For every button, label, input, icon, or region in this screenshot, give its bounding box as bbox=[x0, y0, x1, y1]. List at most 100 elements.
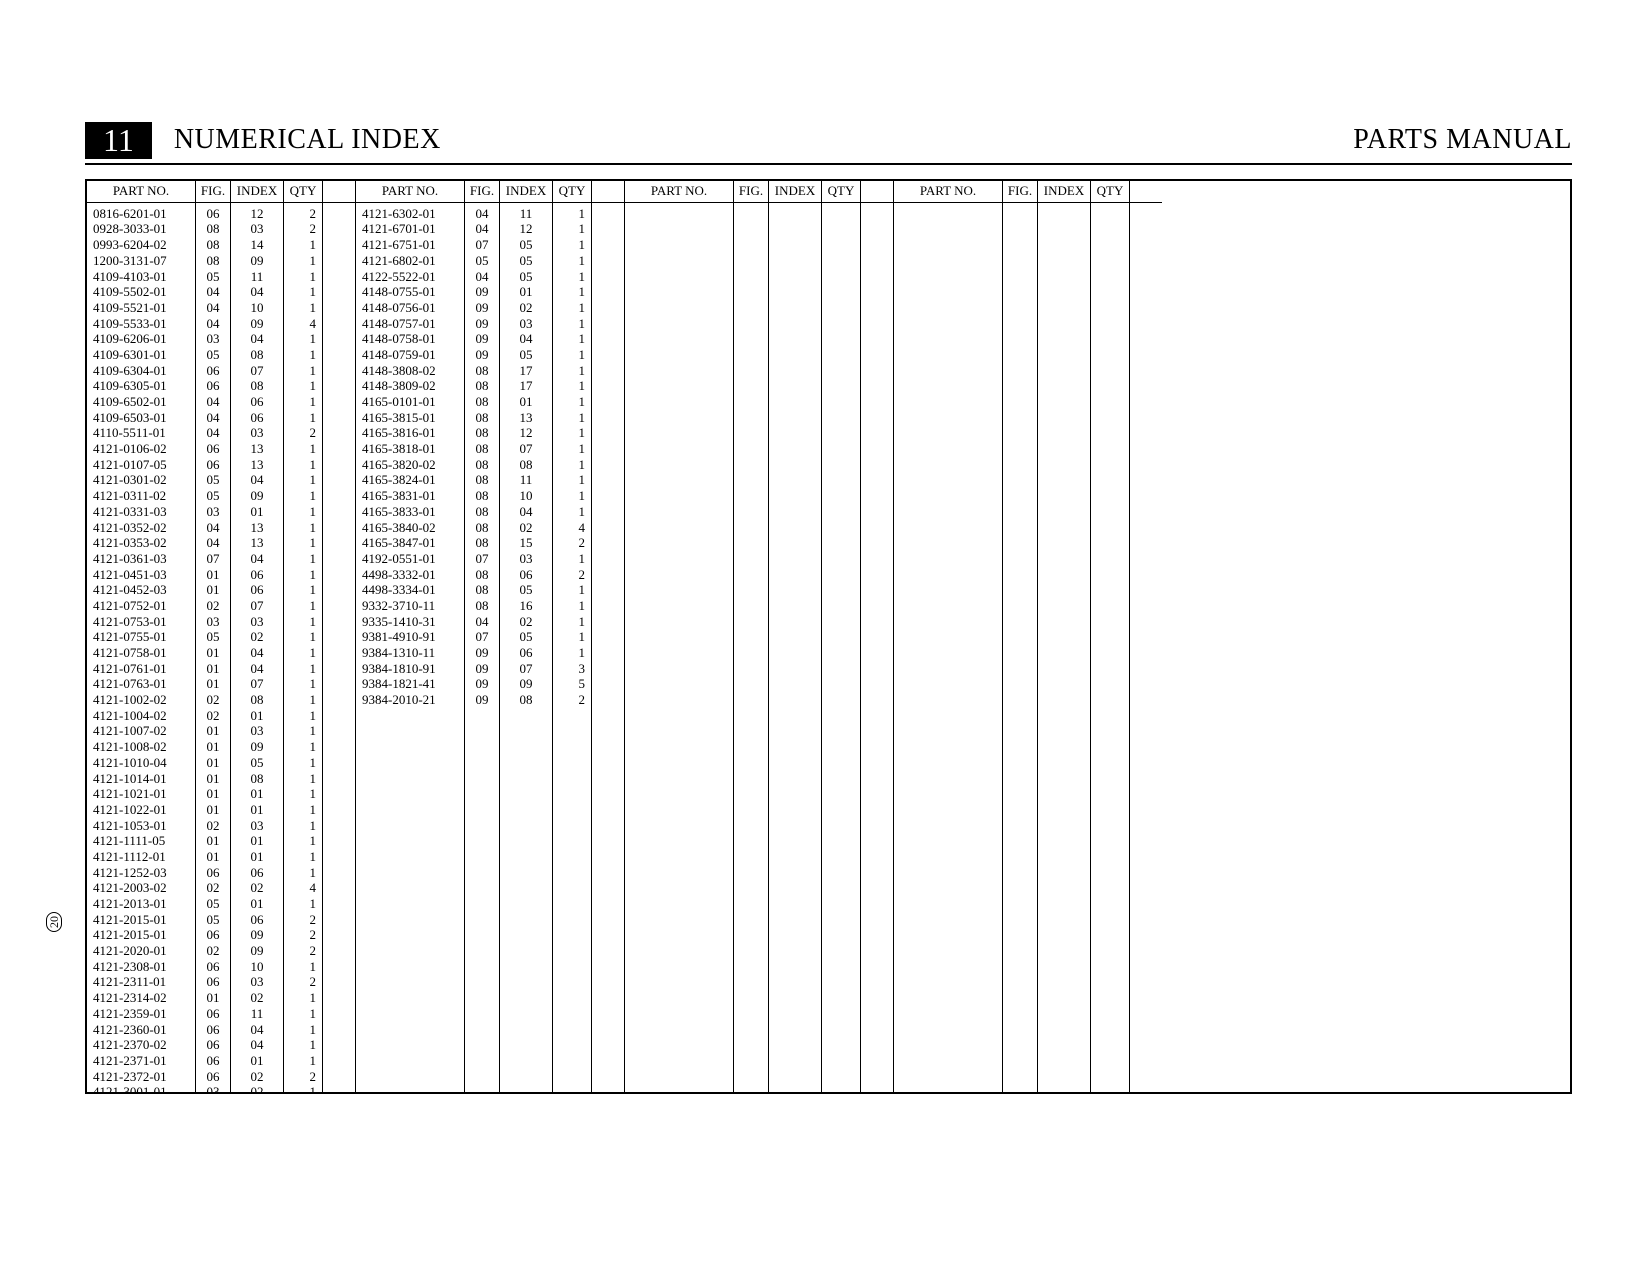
qty-cell: 1 bbox=[557, 347, 585, 363]
qty-cell: 1 bbox=[288, 818, 316, 834]
header-cell: INDEX bbox=[769, 181, 821, 203]
fig-cell: 08 bbox=[469, 378, 495, 394]
index-cell: 02 bbox=[504, 300, 548, 316]
index-cell: 08 bbox=[504, 692, 548, 708]
index-cell: 03 bbox=[235, 818, 279, 834]
fig-cell: 02 bbox=[200, 818, 226, 834]
index-cell: 01 bbox=[235, 708, 279, 724]
partno-cell: 4121-0353-02 bbox=[93, 535, 191, 551]
index-cell: 05 bbox=[504, 237, 548, 253]
header-cell: INDEX bbox=[1038, 181, 1090, 203]
index-cell: 04 bbox=[235, 284, 279, 300]
partno-cell: 4192-0551-01 bbox=[362, 551, 460, 567]
index-cell: 04 bbox=[235, 645, 279, 661]
header-cell: INDEX bbox=[500, 181, 552, 203]
partno-cell: 4165-3816-01 bbox=[362, 425, 460, 441]
partno-cell: 4121-1004-02 bbox=[93, 708, 191, 724]
qty-cell: 2 bbox=[288, 927, 316, 943]
partno-cell: 4122-5522-01 bbox=[362, 269, 460, 285]
col2-qty: QTY11111111111111111111421211111352 bbox=[553, 181, 592, 1092]
index-cell: 01 bbox=[235, 802, 279, 818]
partno-cell: 4148-0756-01 bbox=[362, 300, 460, 316]
qty-cell: 1 bbox=[288, 833, 316, 849]
index-cell: 06 bbox=[235, 912, 279, 928]
qty-cell: 1 bbox=[557, 378, 585, 394]
fig-cell: 08 bbox=[469, 441, 495, 457]
col4-filler bbox=[1130, 181, 1162, 1092]
partno-cell: 4121-1053-01 bbox=[93, 818, 191, 834]
header-left: 11 NUMERICAL INDEX bbox=[85, 122, 441, 159]
partno-cell: 4121-0451-03 bbox=[93, 567, 191, 583]
qty-cell: 1 bbox=[557, 284, 585, 300]
qty-cell: 1 bbox=[288, 441, 316, 457]
qty-cell: 1 bbox=[557, 614, 585, 630]
index-cell: 06 bbox=[504, 645, 548, 661]
qty-cell: 4 bbox=[557, 520, 585, 536]
page-header: 11 NUMERICAL INDEX PARTS MANUAL bbox=[85, 122, 1572, 165]
index-cell: 06 bbox=[504, 567, 548, 583]
partno-cell: 0816-6201-01 bbox=[93, 206, 191, 222]
partno-cell: 4121-0763-01 bbox=[93, 676, 191, 692]
index-cell: 04 bbox=[235, 331, 279, 347]
index-cell: 11 bbox=[504, 472, 548, 488]
partno-cell: 4121-0452-03 bbox=[93, 582, 191, 598]
col4-index: INDEX bbox=[1038, 181, 1091, 1092]
fig-cell: 01 bbox=[200, 723, 226, 739]
qty-cell: 2 bbox=[288, 1069, 316, 1085]
index-cell: 07 bbox=[504, 441, 548, 457]
fig-cell: 04 bbox=[469, 614, 495, 630]
qty-cell: 1 bbox=[288, 488, 316, 504]
fig-cell: 09 bbox=[469, 284, 495, 300]
header-cell: PART NO. bbox=[356, 181, 464, 203]
fig-cell: 09 bbox=[469, 661, 495, 677]
fig-cell: 05 bbox=[200, 488, 226, 504]
partno-cell: 4165-0101-01 bbox=[362, 394, 460, 410]
index-cell: 02 bbox=[235, 629, 279, 645]
index-cell: 04 bbox=[235, 551, 279, 567]
partno-cell: 4109-6502-01 bbox=[93, 394, 191, 410]
index-cell: 03 bbox=[235, 425, 279, 441]
partno-cell: 4121-6802-01 bbox=[362, 253, 460, 269]
index-cell: 10 bbox=[504, 488, 548, 504]
numerical-index-table: PART NO.0816-6201-010928-3033-010993-620… bbox=[85, 179, 1572, 1094]
qty-cell: 1 bbox=[288, 551, 316, 567]
qty-cell: 1 bbox=[557, 551, 585, 567]
partno-cell: 4121-1021-01 bbox=[93, 786, 191, 802]
partno-cell: 4121-1112-01 bbox=[93, 849, 191, 865]
col2-index: INDEX11120505050102030405171701131207081… bbox=[500, 181, 553, 1092]
column-group-1: PART NO.0816-6201-010928-3033-010993-620… bbox=[87, 181, 356, 1092]
qty-cell: 1 bbox=[288, 661, 316, 677]
partno-cell: 4109-4103-01 bbox=[93, 269, 191, 285]
index-cell: 13 bbox=[235, 457, 279, 473]
index-cell: 09 bbox=[235, 253, 279, 269]
index-cell: 01 bbox=[235, 1053, 279, 1069]
fig-cell: 07 bbox=[469, 551, 495, 567]
partno-cell: 4109-6305-01 bbox=[93, 378, 191, 394]
fig-cell: 09 bbox=[469, 331, 495, 347]
qty-cell: 1 bbox=[557, 410, 585, 426]
partno-cell: 4148-0759-01 bbox=[362, 347, 460, 363]
col4-partno: PART NO. bbox=[894, 181, 1003, 1092]
header-cell: QTY bbox=[1091, 181, 1129, 203]
index-cell: 09 bbox=[235, 943, 279, 959]
partno-cell: 9384-1810-91 bbox=[362, 661, 460, 677]
qty-cell: 1 bbox=[288, 1037, 316, 1053]
fig-cell: 01 bbox=[200, 990, 226, 1006]
col2-fig: FIG.040407050409090909090808080808080808… bbox=[465, 181, 500, 1092]
qty-cell: 1 bbox=[288, 363, 316, 379]
fig-cell: 01 bbox=[200, 833, 226, 849]
index-cell: 14 bbox=[235, 237, 279, 253]
index-cell: 03 bbox=[235, 723, 279, 739]
fig-cell: 08 bbox=[200, 237, 226, 253]
partno-cell: 4165-3831-01 bbox=[362, 488, 460, 504]
fig-cell: 08 bbox=[469, 425, 495, 441]
index-cell: 06 bbox=[235, 582, 279, 598]
qty-cell: 1 bbox=[288, 645, 316, 661]
index-cell: 04 bbox=[235, 1022, 279, 1038]
partno-cell: 4109-5521-01 bbox=[93, 300, 191, 316]
index-cell: 10 bbox=[235, 959, 279, 975]
partno-cell: 4121-1008-02 bbox=[93, 739, 191, 755]
fig-cell: 06 bbox=[200, 865, 226, 881]
qty-cell: 1 bbox=[557, 504, 585, 520]
qty-cell: 1 bbox=[288, 1022, 316, 1038]
